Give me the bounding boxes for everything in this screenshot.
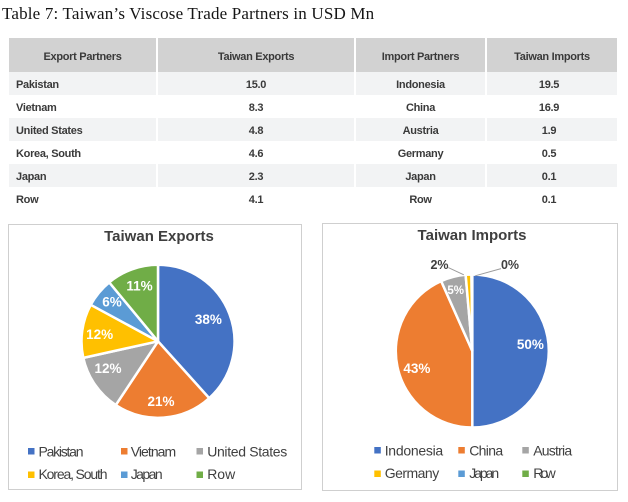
svg-text:Austria: Austria: [533, 443, 572, 459]
svg-text:5%: 5%: [447, 285, 464, 297]
svg-text:2%: 2%: [430, 258, 448, 272]
svg-text:43%: 43%: [403, 361, 430, 376]
svg-text:21%: 21%: [147, 394, 174, 409]
svg-text:6%: 6%: [102, 295, 122, 310]
svg-text:12%: 12%: [86, 327, 113, 342]
svg-text:11%: 11%: [126, 279, 152, 294]
svg-text:50%: 50%: [517, 337, 544, 352]
svg-text:Korea, South: Korea, South: [39, 466, 108, 482]
svg-text:12%: 12%: [94, 361, 121, 376]
svg-text:Row: Row: [207, 466, 236, 482]
svg-text:Row: Row: [533, 465, 556, 481]
svg-text:United States: United States: [207, 444, 287, 460]
svg-text:0%: 0%: [501, 258, 519, 272]
svg-text:Pakistan: Pakistan: [39, 444, 84, 460]
svg-text:Germany: Germany: [385, 465, 440, 481]
svg-text:China: China: [469, 443, 503, 459]
svg-text:Indonesia: Indonesia: [385, 443, 444, 459]
svg-text:Vietnam: Vietnam: [131, 444, 177, 460]
svg-text:Japan: Japan: [469, 465, 499, 481]
svg-text:38%: 38%: [195, 312, 222, 327]
svg-text:Japan: Japan: [131, 466, 163, 482]
